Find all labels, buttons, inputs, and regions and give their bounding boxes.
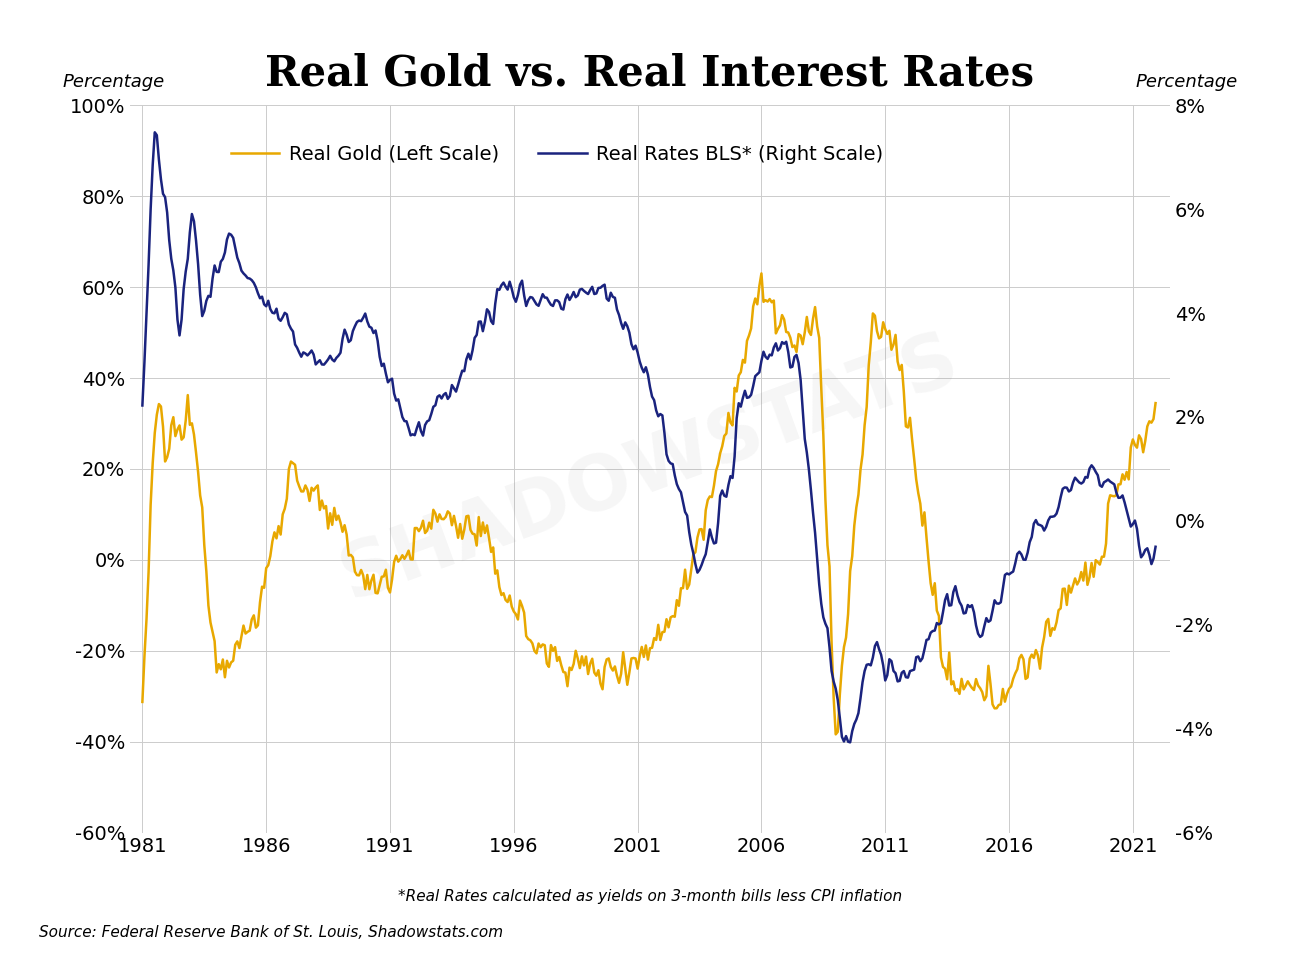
Title: Real Gold vs. Real Interest Rates: Real Gold vs. Real Interest Rates	[265, 53, 1035, 95]
Text: *Real Rates calculated as yields on 3-month bills less CPI inflation: *Real Rates calculated as yields on 3-mo…	[398, 889, 902, 904]
Text: Percentage: Percentage	[1135, 73, 1238, 91]
Text: Source: Federal Reserve Bank of St. Louis, Shadowstats.com: Source: Federal Reserve Bank of St. Loui…	[39, 924, 503, 940]
Text: Percentage: Percentage	[62, 73, 165, 91]
Text: SHADOWSTATS: SHADOWSTATS	[330, 323, 970, 615]
Legend: Real Gold (Left Scale), Real Rates BLS* (Right Scale): Real Gold (Left Scale), Real Rates BLS* …	[222, 137, 892, 171]
